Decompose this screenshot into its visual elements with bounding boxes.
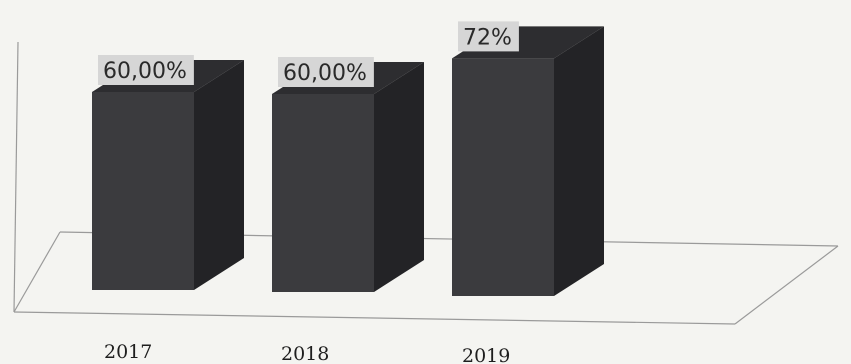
bar-2017: [92, 60, 244, 290]
x-tick-label-2017: 2017: [104, 341, 152, 363]
floor-left-edge: [13, 231, 61, 313]
data-label-2019: 72%: [458, 21, 519, 52]
floor-right-edge: [734, 245, 839, 325]
bar-2018: [272, 62, 424, 292]
wall-left-edge: [13, 41, 19, 313]
data-label-2017: 60,00%: [98, 55, 194, 85]
data-label-2018-text: 60,00%: [283, 61, 367, 86]
bar-2017-side: [194, 60, 244, 290]
bar-2019-side: [554, 26, 604, 297]
bar-2018-front: [272, 94, 374, 292]
data-label-2018: 60,00%: [278, 57, 374, 87]
data-label-2019-box: [458, 21, 519, 52]
data-label-2019-text: 72%: [463, 25, 512, 50]
bar-2019: [452, 26, 604, 297]
bar-2019-front: [452, 58, 554, 297]
floor-front-edge: [13, 311, 736, 325]
x-tick-label-2019: 2019: [462, 345, 510, 364]
data-label-2017-box: [98, 55, 194, 85]
bar-2018-side: [374, 62, 424, 292]
data-label-2018-box: [278, 57, 374, 87]
data-label-2017-text: 60,00%: [103, 59, 187, 84]
x-tick-label-2018: 2018: [281, 343, 329, 364]
bar-2017-front: [92, 92, 194, 290]
